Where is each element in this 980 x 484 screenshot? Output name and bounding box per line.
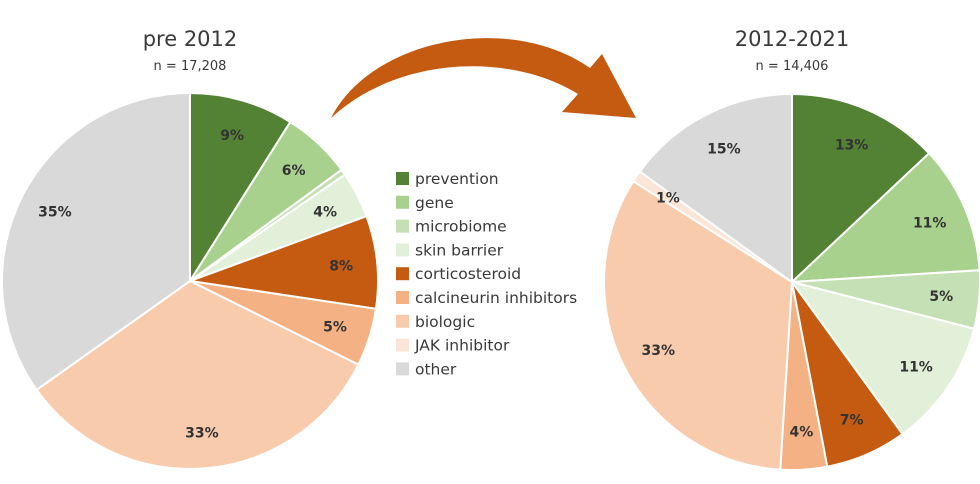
pie-data-label-calcineurin-inhibitors: 5% xyxy=(323,320,347,336)
legend-label: JAK inhibitor xyxy=(414,337,510,355)
pie-data-label-calcineurin-inhibitors: 4% xyxy=(790,425,814,441)
pie-labels-pre-2012: 9% 6% 4% 8% 5% 33% 35% xyxy=(38,128,353,442)
legend-swatch xyxy=(396,314,409,328)
pie-slice-prevention xyxy=(791,92,931,285)
pie-data-label-gene: 11% xyxy=(913,215,947,231)
legend-label: microbiome xyxy=(415,218,507,236)
legend-item-skin-barrier: skin barrier xyxy=(396,241,504,259)
legend-item-corticosteroid: corticosteroid xyxy=(396,265,521,283)
legend-swatch xyxy=(396,243,409,257)
pie-slices-2012-2021 xyxy=(603,92,980,471)
legend-label: prevention xyxy=(415,170,499,188)
legend-item-gene: gene xyxy=(396,194,454,212)
legend-item-prevention: prevention xyxy=(396,170,499,188)
legend-label: other xyxy=(415,360,457,378)
legend-item-microbiome: microbiome xyxy=(396,218,507,236)
legend: prevention gene microbiome skin barrier cort… xyxy=(396,170,577,378)
pie-data-label-jak-inhibitor: 1% xyxy=(656,191,680,207)
pie-slice-skin-barrier xyxy=(789,280,976,436)
legend-label: gene xyxy=(415,194,454,212)
curved-arrow-icon xyxy=(331,38,636,118)
legend-item-other: other xyxy=(396,360,457,378)
pie-data-label-other: 15% xyxy=(707,141,741,157)
pie-data-label-biologic: 33% xyxy=(185,426,219,442)
pie-slice-prevention xyxy=(189,91,292,285)
pie-slice-other xyxy=(638,92,793,284)
legend-item-calcineurin-inhibitors: calcineurin inhibitors xyxy=(396,289,577,307)
pie-slice-other xyxy=(1,91,191,392)
pie-data-label-corticosteroid: 8% xyxy=(329,259,353,275)
legend-swatch xyxy=(396,219,409,233)
legend-label: calcineurin inhibitors xyxy=(415,289,577,307)
legend-item-biologic: biologic xyxy=(396,313,475,331)
pie-data-label-microbiome: 5% xyxy=(929,289,953,305)
pie-data-label-skin-barrier: 11% xyxy=(899,359,933,375)
pie-slice-biologic xyxy=(35,279,360,470)
legend-swatch xyxy=(396,362,409,376)
pie-title-pre-2012: pre 2012 xyxy=(143,27,238,51)
pie-chart-pre-2012: pre 2012 n = 17,208 9% 6% 4% 8% 5% 33% 35% xyxy=(1,27,379,470)
legend-swatch xyxy=(396,267,409,281)
pie-data-label-biologic: 33% xyxy=(642,343,676,359)
pie-data-label-gene: 6% xyxy=(282,163,306,179)
legend-label: corticosteroid xyxy=(415,265,521,283)
legend-label: skin barrier xyxy=(415,241,504,259)
legend-swatch xyxy=(396,291,409,304)
pie-slice-corticosteroid xyxy=(189,214,379,310)
pie-chart-2012-2021: 2012-2021 n = 14,406 13%11%5%11%7%4%33%1… xyxy=(603,27,980,471)
pie-data-label-prevention: 9% xyxy=(220,128,244,144)
legend-swatch xyxy=(396,195,409,209)
pie-data-label-prevention: 13% xyxy=(835,137,869,153)
pie-data-label-skin-barrier: 4% xyxy=(313,204,337,220)
pie-slice-gene xyxy=(789,151,980,284)
legend-label: biologic xyxy=(415,313,475,331)
pie-title-2012-2021: 2012-2021 xyxy=(735,27,849,51)
pie-data-label-corticosteroid: 7% xyxy=(840,413,864,429)
pie-subtitle-pre-2012: n = 17,208 xyxy=(154,59,227,74)
pie-slices-pre-2012 xyxy=(1,91,379,470)
legend-item-jak-inhibitor: JAK inhibitor xyxy=(396,337,510,355)
pie-data-label-other: 35% xyxy=(38,204,72,220)
pie-labels-2012-2021: 13% 11% 5% 11% 7% 4% 33% 1% 15% xyxy=(642,137,954,440)
pie-subtitle-2012-2021: n = 14,406 xyxy=(756,59,829,74)
legend-swatch xyxy=(396,172,409,185)
legend-swatch xyxy=(396,338,409,352)
